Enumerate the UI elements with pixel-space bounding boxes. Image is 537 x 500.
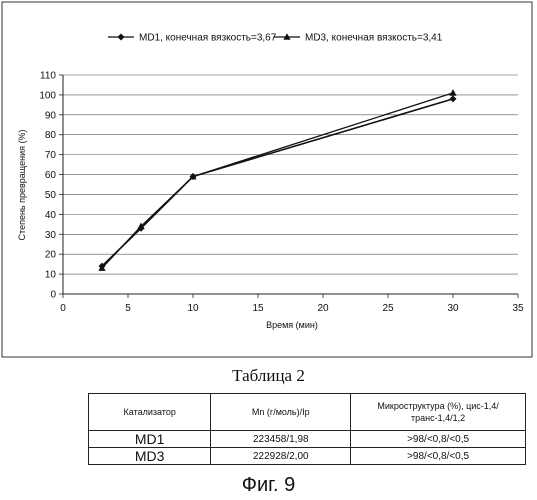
legend-marker-diamond — [118, 34, 125, 41]
cell-catalyst: MD3 — [89, 448, 211, 465]
y-tick-label: 60 — [45, 170, 57, 181]
axes: 0 10 20 30 40 50 60 70 80 90 100 110 0 5 10 15 20 25 30 35 — [39, 71, 524, 315]
table-header-row: Катализатор Mn (г/моль)/Ip Микроструктур… — [89, 394, 526, 431]
header-catalyst: Катализатор — [89, 394, 211, 431]
data-point-diamond — [450, 95, 457, 102]
cell-catalyst: MD1 — [89, 431, 211, 448]
x-tick-label: 10 — [187, 303, 199, 314]
table-caption: Таблица 2 — [0, 366, 537, 386]
x-tick-label: 0 — [60, 303, 66, 314]
y-tick-label: 70 — [45, 150, 57, 161]
x-tick-label: 15 — [252, 303, 264, 314]
data-point-triangle — [449, 89, 456, 96]
x-tick-label: 5 — [125, 303, 131, 314]
y-tick-label: 10 — [45, 270, 57, 281]
cell-microstructure: >98/<0,8/<0,5 — [351, 448, 526, 465]
cell-microstructure: >98/<0,8/<0,5 — [351, 431, 526, 448]
y-tick-label: 90 — [45, 110, 57, 121]
series-layer — [98, 89, 456, 271]
y-tick-label: 50 — [45, 190, 57, 201]
x-tick-label: 30 — [447, 303, 459, 314]
y-tick-label: 20 — [45, 250, 57, 261]
legend: MD1, конечная вязкость=3,67 MD3, конечная… — [108, 33, 443, 44]
grid — [63, 75, 518, 274]
x-axis-title: Время (мин) — [266, 320, 318, 330]
y-tick-label: 110 — [40, 71, 56, 82]
legend-label: MD3, конечная вязкость=3,41 — [305, 33, 443, 44]
series-line-triangle — [102, 93, 453, 268]
figure-label: Фиг. 9 — [0, 474, 537, 497]
y-tick-label: 80 — [45, 130, 57, 141]
table-row: MD3 222928/2,00 >98/<0,8/<0,5 — [89, 448, 526, 465]
y-tick-label: 40 — [45, 210, 57, 221]
catalyst-table: Катализатор Mn (г/моль)/Ip Микроструктур… — [88, 393, 526, 465]
legend-label: MD1, конечная вязкость=3,67 — [139, 33, 277, 44]
series-line-diamond — [102, 99, 453, 266]
y-tick-label: 30 — [45, 230, 57, 241]
chart: 010203040506070809010011005101520253035 … — [0, 0, 537, 360]
header-mn: Mn (г/моль)/Ip — [211, 394, 351, 431]
header-microstructure: Микроструктура (%), цис-1,4/транс-1,4/1,… — [351, 394, 526, 431]
cell-mn: 223458/1,98 — [211, 431, 351, 448]
y-axis-title: Степень превращения (%) — [17, 130, 27, 241]
cell-mn: 222928/2,00 — [211, 448, 351, 465]
x-tick-label: 35 — [512, 303, 524, 314]
table-row: MD1 223458/1,98 >98/<0,8/<0,5 — [89, 431, 526, 448]
x-tick-label: 20 — [317, 303, 329, 314]
y-tick-label: 0 — [50, 290, 56, 301]
x-tick-label: 25 — [382, 303, 394, 314]
y-tick-label: 100 — [39, 90, 56, 101]
